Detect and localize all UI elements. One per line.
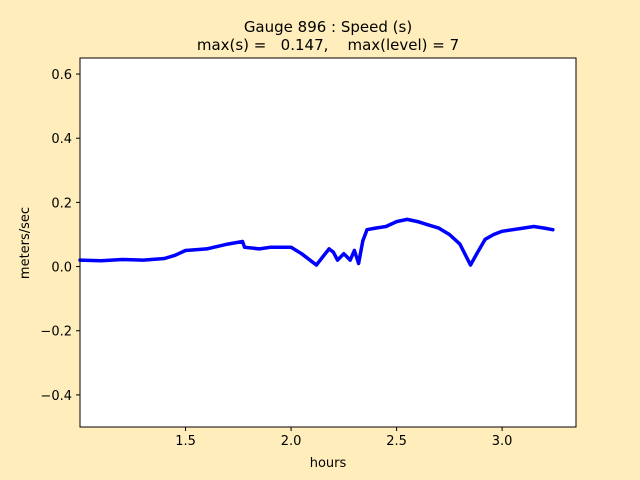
chart-subtitle: max(s) = 0.147, max(level) = 7 xyxy=(197,36,459,54)
series-line xyxy=(78,217,555,267)
series-point xyxy=(395,220,399,224)
series-point xyxy=(240,239,245,244)
series-point xyxy=(361,239,365,243)
series-point xyxy=(300,252,304,256)
series-point xyxy=(162,256,166,261)
series-point xyxy=(437,226,441,230)
series-point xyxy=(268,245,272,249)
y-tick-label: −0.4 xyxy=(40,389,72,404)
x-tick-label: 2.5 xyxy=(386,434,407,449)
series-point xyxy=(289,245,293,249)
series-point xyxy=(500,229,504,233)
series-point xyxy=(335,258,340,262)
series-point xyxy=(447,232,451,237)
series-point xyxy=(416,220,420,224)
series-point xyxy=(532,224,536,229)
series-point xyxy=(342,252,346,256)
series-point xyxy=(183,248,188,253)
series-point xyxy=(365,228,369,232)
series-point xyxy=(327,247,331,251)
series-point xyxy=(99,259,103,263)
series-point xyxy=(141,258,145,262)
series-point xyxy=(352,248,356,253)
series-point xyxy=(511,228,515,232)
y-tick-label: 0.0 xyxy=(51,261,72,276)
series-point xyxy=(205,247,209,251)
y-axis-ticks: −0.4 −0.2 0.0 0.2 0.4 0.6 xyxy=(40,68,80,404)
series-point xyxy=(483,237,487,241)
series-point xyxy=(468,263,473,267)
series-point xyxy=(321,255,325,259)
series-point xyxy=(405,217,409,221)
x-tick-label: 1.5 xyxy=(175,434,196,449)
plot-area xyxy=(80,58,576,427)
x-tick-label: 2.0 xyxy=(281,434,302,449)
series-point xyxy=(373,226,378,230)
series-point xyxy=(226,242,230,246)
series-point xyxy=(521,226,525,230)
plot-frame xyxy=(79,57,577,428)
series-point xyxy=(310,260,314,264)
series-point xyxy=(492,232,496,237)
series-point xyxy=(357,261,361,265)
series-point xyxy=(348,258,352,262)
y-tick-label: 0.6 xyxy=(51,68,72,83)
x-axis-ticks: 1.5 2.0 2.5 3.0 xyxy=(175,427,512,449)
series-point xyxy=(120,257,124,262)
chart-title: Gauge 896 : Speed (s) xyxy=(244,18,412,36)
series-point xyxy=(551,228,555,232)
series-point xyxy=(257,247,261,251)
series-point xyxy=(384,224,388,229)
series-point xyxy=(458,242,462,246)
y-axis-label: meters/sec xyxy=(18,207,33,279)
y-tick-label: 0.2 xyxy=(51,196,72,211)
series-point xyxy=(314,263,318,267)
series-point xyxy=(173,253,177,257)
y-tick-label: −0.2 xyxy=(40,325,72,340)
series-point xyxy=(475,252,479,256)
y-tick-label: 0.4 xyxy=(51,132,72,147)
series-point xyxy=(243,245,247,249)
series-point xyxy=(331,250,335,254)
series-layer xyxy=(78,217,555,267)
series-point xyxy=(542,226,546,230)
series-point xyxy=(426,223,430,227)
x-axis-label: hours xyxy=(310,456,347,471)
x-tick-label: 3.0 xyxy=(492,434,513,449)
